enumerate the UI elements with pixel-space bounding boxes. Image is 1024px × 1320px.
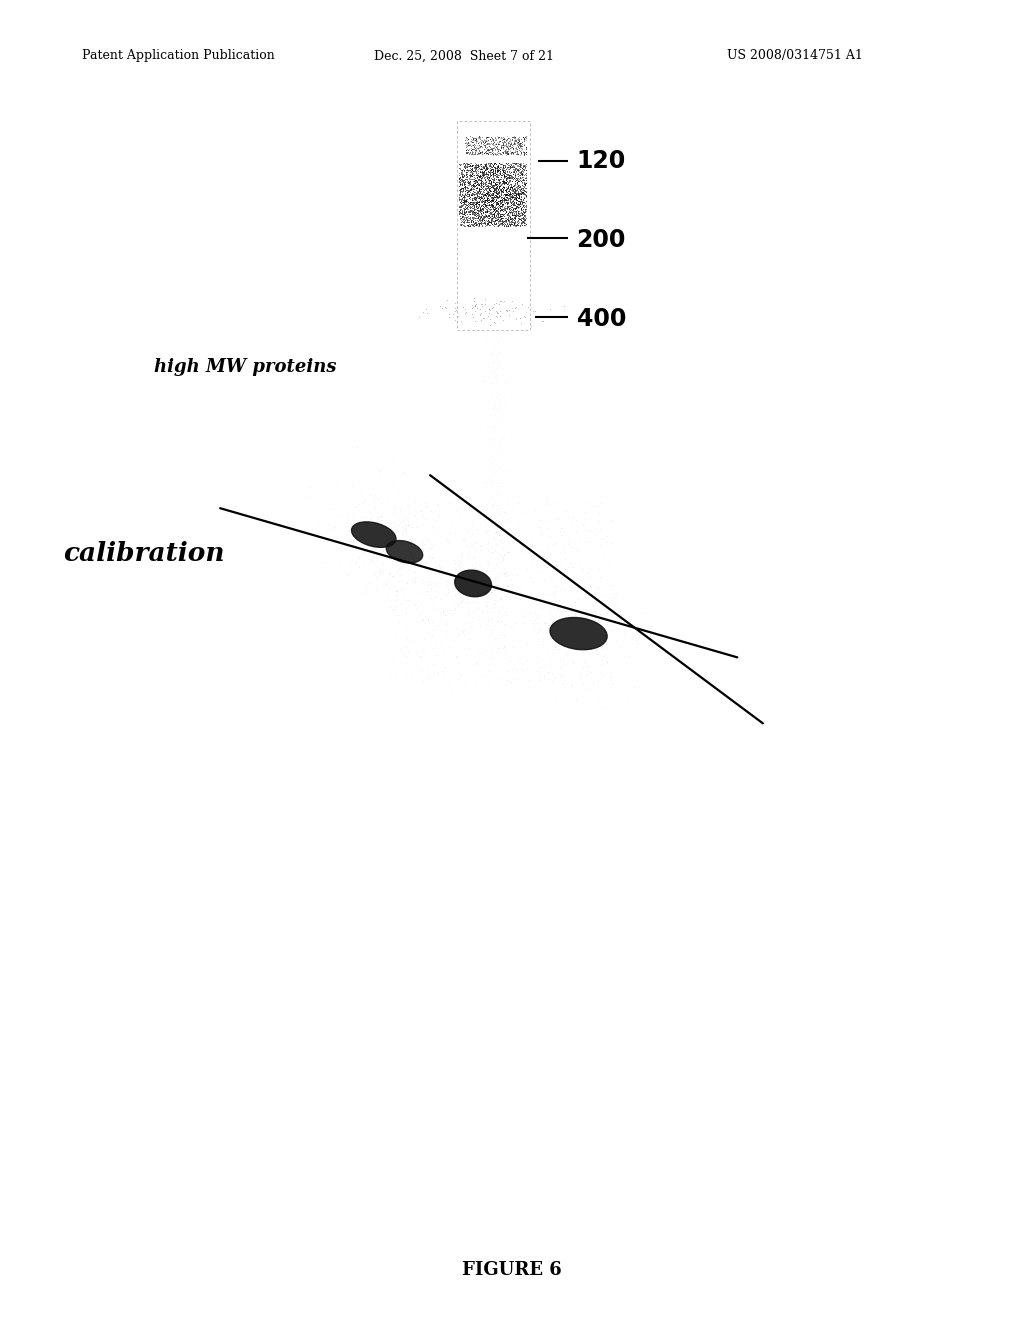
Text: Dec. 25, 2008  Sheet 7 of 21: Dec. 25, 2008 Sheet 7 of 21: [374, 49, 554, 62]
Text: Patent Application Publication: Patent Application Publication: [82, 49, 274, 62]
Text: high MW proteins: high MW proteins: [154, 358, 336, 376]
Ellipse shape: [455, 570, 492, 597]
Bar: [457, 121, 530, 330]
Ellipse shape: [351, 521, 396, 548]
Ellipse shape: [386, 541, 423, 562]
Text: 120: 120: [577, 149, 626, 173]
Text: US 2008/0314751 A1: US 2008/0314751 A1: [727, 49, 863, 62]
Ellipse shape: [550, 618, 607, 649]
Text: 400: 400: [577, 308, 626, 331]
Text: calibration: calibration: [63, 541, 225, 566]
Text: FIGURE 6: FIGURE 6: [462, 1261, 562, 1279]
Text: 200: 200: [577, 228, 626, 252]
